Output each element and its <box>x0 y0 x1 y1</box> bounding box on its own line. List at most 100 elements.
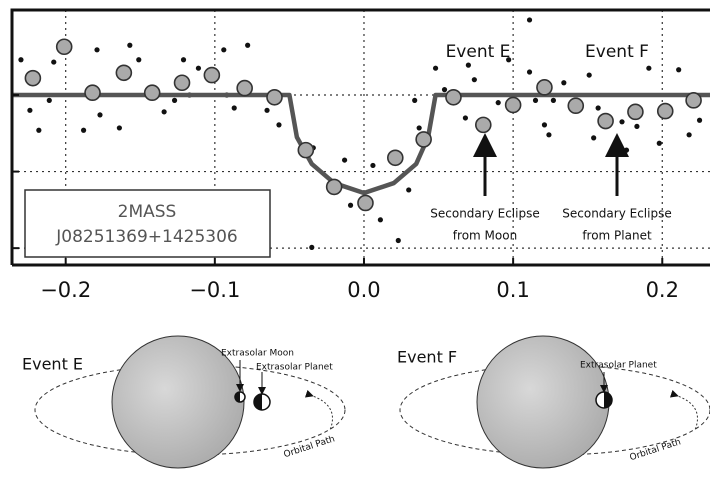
data-point <box>551 98 556 103</box>
data-point <box>204 68 219 83</box>
data-point <box>686 93 701 108</box>
data-point <box>388 150 403 165</box>
data-point <box>81 128 86 133</box>
data-point <box>537 80 552 95</box>
data-point <box>561 80 566 85</box>
data-point <box>496 100 501 105</box>
data-point <box>628 104 643 119</box>
panel-title: Event E <box>22 355 83 374</box>
x-tick-label: 0.1 <box>496 278 529 302</box>
data-point <box>27 108 32 113</box>
data-point <box>568 98 583 113</box>
data-point <box>358 195 373 210</box>
data-point <box>591 135 596 140</box>
data-point <box>47 98 52 103</box>
data-point <box>624 148 629 153</box>
data-point <box>276 122 281 127</box>
panel-title: Event F <box>397 348 457 367</box>
data-point <box>116 65 131 80</box>
data-point <box>433 66 438 71</box>
diagram-panel: Event E Extrasolar Moon Extrasolar Plane… <box>22 336 345 468</box>
data-point <box>97 112 102 117</box>
data-point <box>463 115 468 120</box>
data-point <box>472 77 477 82</box>
data-point <box>619 119 624 124</box>
data-point <box>658 104 673 119</box>
annotation: Secondary Eclipse <box>430 207 539 221</box>
data-point <box>527 17 532 22</box>
data-point <box>309 245 314 250</box>
data-point <box>327 179 342 194</box>
event-label: Event E <box>446 42 511 62</box>
data-point <box>51 59 56 64</box>
data-point <box>348 203 353 208</box>
data-point <box>598 114 613 129</box>
data-point <box>527 69 532 74</box>
data-point <box>542 122 547 127</box>
data-point <box>85 85 100 100</box>
data-point <box>94 47 99 52</box>
data-point <box>196 66 201 71</box>
data-point <box>442 87 447 92</box>
annotation: from Planet <box>582 229 652 243</box>
data-point <box>546 132 551 137</box>
data-point <box>127 43 132 48</box>
data-point <box>221 47 226 52</box>
data-point <box>687 132 692 137</box>
diagram-label: Extrasolar Moon <box>221 349 294 359</box>
data-point <box>162 109 167 114</box>
planet-shadow <box>604 392 612 408</box>
data-point <box>175 75 190 90</box>
data-point <box>657 141 662 146</box>
data-point <box>378 217 383 222</box>
diagram-label: Orbital Path <box>629 437 683 463</box>
model-line <box>12 95 710 193</box>
data-point <box>237 81 252 96</box>
annotation: from Moon <box>453 229 517 243</box>
orbit-arrow <box>310 395 333 430</box>
diagram-label: Extrasolar Planet <box>580 361 657 371</box>
data-point <box>446 90 461 105</box>
event-label: Event F <box>585 42 649 62</box>
data-point <box>396 238 401 243</box>
data-point <box>267 90 282 105</box>
planet-shadow <box>254 394 262 410</box>
star <box>477 336 609 468</box>
data-point <box>342 157 347 162</box>
data-point <box>646 66 651 71</box>
figure: −0.2−0.10.00.10.2 Event E Event F Second… <box>0 0 710 480</box>
annotation: Secondary Eclipse <box>562 207 671 221</box>
data-point <box>587 72 592 77</box>
data-point <box>232 105 237 110</box>
data-point <box>412 98 417 103</box>
data-point <box>245 43 250 48</box>
data-point <box>417 125 422 130</box>
data-point <box>36 128 41 133</box>
data-point <box>18 57 23 62</box>
data-point <box>264 108 269 113</box>
label-box-text: J08251369+1425306 <box>55 227 238 247</box>
data-point <box>181 57 186 62</box>
label-box-text: 2MASS <box>118 202 177 222</box>
data-point <box>370 163 375 168</box>
data-point <box>506 97 521 112</box>
data-point <box>298 143 313 158</box>
data-point <box>172 98 177 103</box>
data-point <box>466 63 471 68</box>
x-tick-label: 0.2 <box>646 278 679 302</box>
data-point <box>145 85 160 100</box>
data-point <box>57 39 72 54</box>
diagram-label: Orbital Path <box>283 434 337 460</box>
data-point <box>476 117 491 132</box>
data-point <box>136 57 141 62</box>
data-point <box>596 105 601 110</box>
data-point <box>117 125 122 130</box>
x-tick-label: −0.1 <box>189 278 240 302</box>
data-point <box>697 118 702 123</box>
diagram-label: Extrasolar Planet <box>256 363 333 373</box>
diagram-panel: Event F Extrasolar Planet Orbital Path <box>397 336 710 468</box>
data-point <box>416 132 431 147</box>
data-point <box>533 98 538 103</box>
data-point <box>634 124 639 129</box>
data-point <box>25 71 40 86</box>
